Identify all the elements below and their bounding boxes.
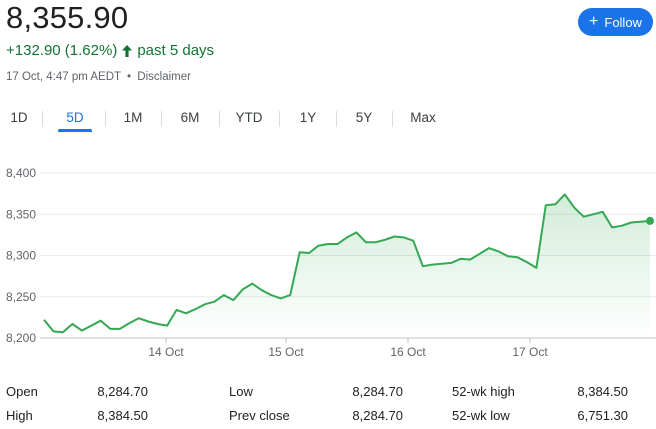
y-tick-label: 8,300 [6,249,36,263]
tab-divider [161,111,162,127]
stat-open-value: 8,284.70 [97,384,148,399]
y-tick-label: 8,200 [6,331,36,345]
timestamp-line: 17 Oct, 4:47 pm AEDT • Disclaimer [6,71,191,83]
disclaimer-link[interactable]: Disclaimer [137,71,191,83]
current-price: 8,355.90 [6,0,129,35]
arrow-up-icon [121,44,133,58]
tab-6m[interactable]: 6M [180,110,200,125]
price-change: +132.90 (1.62%) past 5 days [6,42,214,59]
tab-divider [336,111,337,127]
active-tab-indicator [58,129,92,132]
price-line [43,193,651,334]
x-tick-label: 17 Oct [512,345,548,359]
stat-prev-close-label: Prev close [229,408,290,423]
price-area-fill [44,194,650,338]
price-chart[interactable]: 8,400 8,350 8,300 8,250 8,200 14 Oct 15 Oct 16… [0,155,656,363]
tab-divider [105,111,106,127]
stat-52wk-low-value: 6,751.30 [577,408,628,423]
y-tick-label: 8,400 [6,166,36,180]
follow-button[interactable]: + Follow [578,8,653,36]
follow-label: Follow [604,14,642,30]
tab-1d[interactable]: 1D [10,110,28,125]
change-value: +132.90 (1.62%) [6,42,118,59]
stat-low-value: 8,284.70 [352,384,403,399]
y-tick-label: 8,250 [6,290,36,304]
stat-open-label: Open [6,384,38,399]
stat-high-value: 8,384.50 [97,408,148,423]
tab-divider [42,111,43,127]
change-period: past 5 days [137,42,215,59]
stat-prev-close-value: 8,284.70 [352,408,403,423]
x-tick-label: 14 Oct [148,345,184,359]
plus-icon: + [589,13,599,30]
separator: • [127,71,132,83]
tab-1m[interactable]: 1M [123,110,143,125]
stat-52wk-high-value: 8,384.50 [577,384,628,399]
range-tabs: 1D 5D 1M 6M YTD 1Y 5Y Max [0,104,656,134]
last-price-marker [646,216,654,225]
tab-max[interactable]: Max [410,110,436,125]
stat-52wk-low-label: 52-wk low [452,408,510,423]
tab-5d[interactable]: 5D [66,110,84,125]
timestamp: 17 Oct, 4:47 pm AEDT [6,71,121,83]
tab-ytd[interactable]: YTD [235,110,263,125]
x-tick-label: 16 Oct [390,345,426,359]
stat-low-label: Low [229,384,253,399]
stat-52wk-high-label: 52-wk high [452,384,515,399]
y-tick-label: 8,350 [6,207,36,221]
tab-divider [392,111,393,127]
tab-5y[interactable]: 5Y [355,110,373,125]
stat-high-label: High [6,408,33,423]
tab-1y[interactable]: 1Y [299,110,317,125]
tab-divider [219,111,220,127]
x-tick-label: 15 Oct [268,345,304,359]
tab-divider [279,111,280,127]
